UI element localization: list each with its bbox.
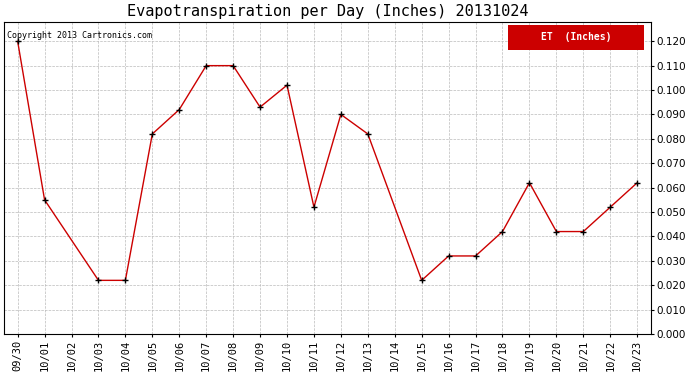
Title: Evapotranspiration per Day (Inches) 20131024: Evapotranspiration per Day (Inches) 2013… [127, 4, 528, 19]
Text: Copyright 2013 Cartronics.com: Copyright 2013 Cartronics.com [8, 31, 152, 40]
